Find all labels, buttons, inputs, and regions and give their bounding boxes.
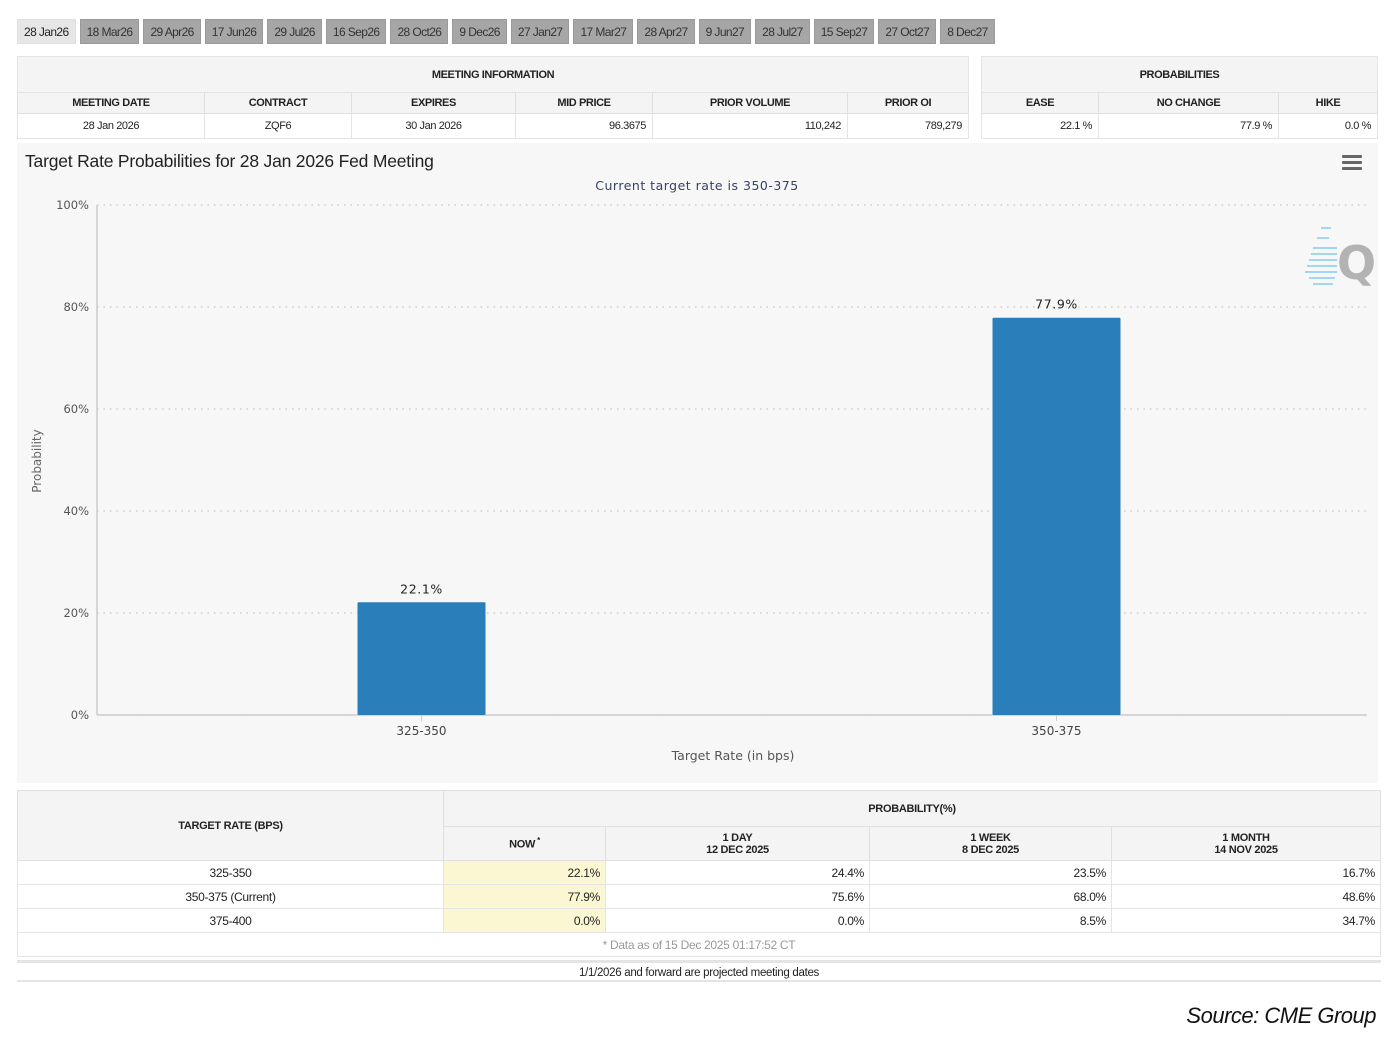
tab-27-jan27[interactable]: 27 Jan27	[510, 19, 570, 44]
tab-28-apr27[interactable]: 28 Apr27	[637, 19, 695, 44]
hike-value: 0.0 %	[1278, 113, 1378, 139]
tab-9-jun27[interactable]: 9 Jun27	[698, 19, 752, 44]
tab-28-jul27[interactable]: 28 Jul27	[755, 19, 810, 44]
tab-16-sep26[interactable]: 16 Sep26	[325, 19, 387, 44]
bar-350-375[interactable]	[992, 317, 1121, 715]
projected-dates-note: 1/1/2026 and forward are projected meeti…	[17, 960, 1381, 982]
ease-header: EASE	[981, 92, 1099, 114]
x-axis-ticks: 325-350 350-375	[396, 715, 1082, 738]
prior-oi-value: 789,279	[847, 113, 969, 139]
svg-text:Q: Q	[1337, 236, 1376, 290]
tab-8-dec27[interactable]: 8 Dec27	[940, 19, 995, 44]
tab-15-sep27[interactable]: 15 Sep27	[813, 19, 875, 44]
1-day-value: 24.4%	[605, 860, 870, 885]
rate-cell: 375-400	[17, 908, 444, 933]
y-tick-label: 100%	[56, 198, 89, 212]
expires-value: 30 Jan 2026	[351, 113, 516, 139]
tab-29-apr26[interactable]: 29 Apr26	[143, 19, 201, 44]
now-value: 77.9%	[443, 884, 606, 909]
1-day-value: 0.0%	[605, 908, 870, 933]
ease-value: 22.1 %	[981, 113, 1099, 139]
y-tick-label: 40%	[63, 504, 89, 518]
1-day-header: 1 DAY 12 DEC 2025	[605, 826, 870, 861]
meeting-info-heading: MEETING INFORMATION	[17, 56, 969, 93]
rate-cell: 350-375 (Current)	[17, 884, 444, 909]
table-row: 350-375 (Current) 77.9% 75.6% 68.0% 48.6…	[17, 884, 1381, 909]
1-month-header: 1 MONTH 14 NOV 2025	[1111, 826, 1381, 861]
now-value: 22.1%	[443, 860, 606, 885]
y-axis-ticks: 0% 20% 40% 60% 80% 100%	[56, 198, 89, 722]
bar-chart: 0% 20% 40% 60% 80% 100% 22.1% 77.9% 325-350 350…	[30, 178, 1376, 763]
1-month-value: 48.6%	[1111, 884, 1381, 909]
1-month-value: 34.7%	[1111, 908, 1381, 933]
y-tick-label: 20%	[63, 606, 89, 620]
expires-header: EXPIRES	[351, 92, 516, 114]
contract-header: CONTRACT	[204, 92, 352, 114]
source-caption: Source: CME Group	[1186, 1003, 1376, 1028]
bar-data-label: 77.9%	[1035, 297, 1078, 312]
data-timestamp-footnote: * Data as of 15 Dec 2025 01:17:52 CT	[17, 932, 1381, 957]
target-rate-header: TARGET RATE (BPS)	[17, 790, 444, 861]
tab-28-jan26[interactable]: 28 Jan26	[17, 19, 76, 44]
hike-header: HIKE	[1278, 92, 1378, 114]
chart-subtitle: Current target rate is 350-375	[595, 178, 798, 193]
hamburger-menu-icon[interactable]	[1342, 155, 1362, 171]
x-axis-label: Target Rate (in bps)	[671, 748, 795, 763]
x-tick-label: 350-375	[1031, 724, 1081, 738]
table-row: 325-350 22.1% 24.4% 23.5% 16.7%	[17, 860, 1381, 885]
probabilities-heading: PROBABILITIES	[981, 56, 1378, 93]
1-week-header: 1 WEEK 8 DEC 2025	[869, 826, 1112, 861]
probabilities-table: PROBABILITIES EASE NO CHANGE HIKE 22.1 %…	[981, 56, 1378, 139]
chart-panel: 0% 20% 40% 60% 80% 100% 22.1% 77.9% 325-350 350…	[17, 143, 1378, 783]
meeting-info-section: MEETING INFORMATION MEETING DATE CONTRAC…	[17, 56, 1378, 139]
y-tick-label: 60%	[63, 402, 89, 416]
1-week-value: 8.5%	[869, 908, 1112, 933]
rate-probability-table: TARGET RATE (BPS) PROBABILITY(%) NOW * 1 …	[17, 790, 1381, 957]
prior-volume-header: PRIOR VOLUME	[652, 92, 848, 114]
now-header: NOW *	[443, 826, 606, 861]
tab-17-mar27[interactable]: 17 Mar27	[573, 19, 634, 44]
meeting-date-tabs: 28 Jan26 18 Mar26 29 Apr26 17 Jun26 29 J…	[17, 19, 995, 44]
tab-29-jul26[interactable]: 29 Jul26	[267, 19, 322, 44]
mid-price-value: 96.3675	[515, 113, 653, 139]
1-week-value: 23.5%	[869, 860, 1112, 885]
rate-cell: 325-350	[17, 860, 444, 885]
1-month-value: 16.7%	[1111, 860, 1381, 885]
tab-9-dec26[interactable]: 9 Dec26	[452, 19, 507, 44]
prior-oi-header: PRIOR OI	[847, 92, 969, 114]
tab-27-oct27[interactable]: 27 Oct27	[878, 19, 937, 44]
bar-325-350[interactable]	[357, 602, 486, 715]
table-row: 375-400 0.0% 0.0% 8.5% 34.7%	[17, 908, 1381, 933]
meeting-info-table: MEETING INFORMATION MEETING DATE CONTRAC…	[17, 56, 969, 139]
bars: 22.1% 77.9%	[357, 297, 1121, 715]
x-tick-label: 325-350	[396, 724, 446, 738]
y-axis-label: Probability	[30, 429, 44, 492]
1-day-value: 75.6%	[605, 884, 870, 909]
no-change-value: 77.9 %	[1098, 113, 1279, 139]
now-value: 0.0%	[443, 908, 606, 933]
contract-value: ZQF6	[204, 113, 352, 139]
no-change-header: NO CHANGE	[1098, 92, 1279, 114]
tab-18-mar26[interactable]: 18 Mar26	[79, 19, 140, 44]
tab-17-jun26[interactable]: 17 Jun26	[204, 19, 264, 44]
quikstrike-q-logo-icon: Q	[1305, 227, 1376, 290]
gridlines	[97, 204, 1367, 716]
rate-probability-section: TARGET RATE (BPS) PROBABILITY(%) NOW * 1 …	[17, 790, 1381, 957]
1-week-value: 68.0%	[869, 884, 1112, 909]
tab-28-oct26[interactable]: 28 Oct26	[390, 19, 449, 44]
bar-data-label: 22.1%	[400, 581, 443, 596]
meeting-date-value: 28 Jan 2026	[17, 113, 205, 139]
y-tick-label: 0%	[71, 708, 89, 722]
y-tick-label: 80%	[63, 300, 89, 314]
meeting-date-header: MEETING DATE	[17, 92, 205, 114]
chart-title: Target Rate Probabilities for 28 Jan 202…	[25, 151, 434, 171]
prior-volume-value: 110,242	[652, 113, 848, 139]
mid-price-header: MID PRICE	[515, 92, 653, 114]
probability-group-header: PROBABILITY(%)	[443, 790, 1381, 827]
